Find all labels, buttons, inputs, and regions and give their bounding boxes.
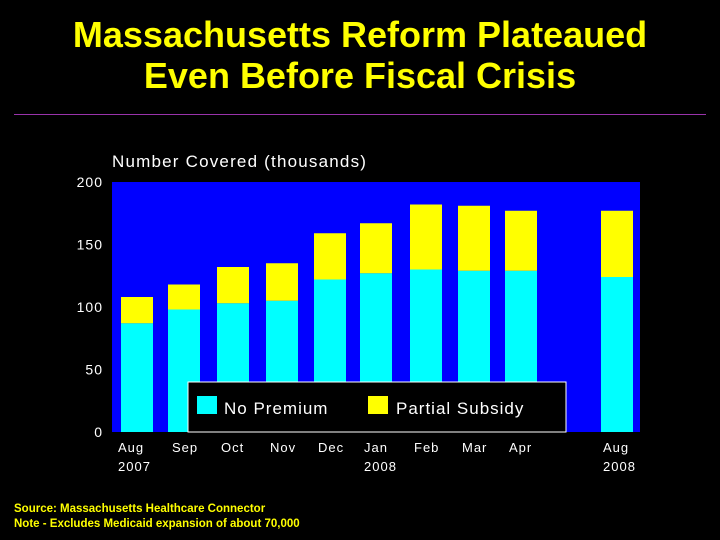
x-tick-label: Jan bbox=[364, 440, 388, 455]
bar-partial-subsidy bbox=[121, 297, 153, 324]
y-tick-label: 200 bbox=[77, 174, 103, 190]
bar-partial-subsidy bbox=[410, 204, 442, 270]
bar-partial-subsidy bbox=[601, 210, 633, 277]
x-tick-label: Nov bbox=[270, 440, 296, 455]
source-note: Source: Massachusetts Healthcare Connect… bbox=[14, 503, 266, 515]
x-tick-label: 2008 bbox=[603, 459, 636, 474]
bar-partial-subsidy bbox=[168, 284, 200, 310]
x-tick-label: Mar bbox=[462, 440, 487, 455]
bar-chart: Number Covered (thousands) 0 50 100 150 200 No… bbox=[77, 152, 640, 474]
y-tick-label: 0 bbox=[94, 424, 103, 440]
y-tick-label: 100 bbox=[77, 299, 103, 315]
slide-title: Massachusetts Reform Plateaued Even Befo… bbox=[0, 14, 720, 96]
x-tick-label: Sep bbox=[172, 440, 198, 455]
title-line-1: Massachusetts Reform Plateaued bbox=[72, 14, 648, 55]
bar-no-premium bbox=[121, 323, 153, 432]
legend-label-no-premium: No Premium bbox=[224, 399, 328, 418]
bar-no-premium bbox=[601, 277, 633, 432]
bar-partial-subsidy bbox=[360, 223, 392, 274]
legend-swatch-no-premium bbox=[197, 396, 217, 414]
y-tick-label: 150 bbox=[77, 237, 103, 253]
x-tick-label: Aug bbox=[603, 440, 629, 455]
x-tick-label: 2008 bbox=[364, 459, 397, 474]
x-tick-label: Feb bbox=[414, 440, 439, 455]
exclusion-note: Note - Excludes Medicaid expansion of ab… bbox=[14, 518, 300, 530]
title-line-2: Even Before Fiscal Crisis bbox=[143, 55, 577, 96]
title-divider bbox=[14, 114, 706, 115]
x-tick-label: Aug bbox=[118, 440, 144, 455]
x-tick-label: Oct bbox=[221, 440, 244, 455]
bar-partial-subsidy bbox=[266, 263, 298, 301]
bar-partial-subsidy bbox=[217, 267, 249, 304]
chart-title: Number Covered (thousands) bbox=[112, 152, 367, 171]
x-tick-label: Apr bbox=[509, 440, 532, 455]
bar-partial-subsidy bbox=[458, 205, 490, 271]
footer-notes: Source: Massachusetts Healthcare Connect… bbox=[14, 502, 300, 532]
bar-partial-subsidy bbox=[314, 233, 346, 280]
bar-partial-subsidy bbox=[505, 210, 537, 271]
legend-label-partial-subsidy: Partial Subsidy bbox=[396, 399, 524, 418]
legend-swatch-partial-subsidy bbox=[368, 396, 388, 414]
y-tick-label: 50 bbox=[85, 362, 103, 378]
x-tick-label: Dec bbox=[318, 440, 344, 455]
x-tick-label: 2007 bbox=[118, 459, 151, 474]
